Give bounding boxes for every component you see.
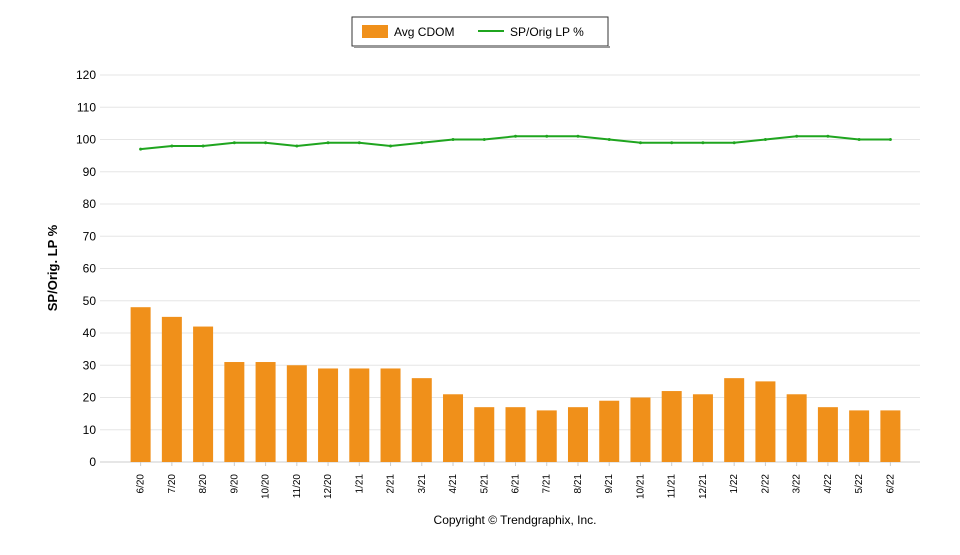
bar bbox=[286, 365, 307, 462]
point bbox=[357, 141, 361, 145]
y-tick-label: 80 bbox=[83, 197, 97, 211]
bar bbox=[724, 378, 745, 462]
legend-label: SP/Orig LP % bbox=[510, 25, 584, 39]
bar bbox=[630, 397, 651, 462]
bar bbox=[318, 368, 339, 462]
y-axis-label: SP/Orig. LP % bbox=[45, 224, 60, 311]
x-tick-label: 10/20 bbox=[261, 474, 272, 499]
x-tick-label: 6/21 bbox=[511, 474, 522, 494]
point bbox=[264, 141, 268, 145]
x-tick-label: 12/20 bbox=[323, 474, 334, 499]
y-tick-label: 10 bbox=[83, 423, 97, 437]
x-tick-label: 1/22 bbox=[729, 474, 740, 494]
legend-label: Avg CDOM bbox=[394, 25, 454, 39]
x-tick-label: 12/21 bbox=[698, 474, 709, 499]
bar bbox=[130, 307, 151, 462]
point bbox=[826, 134, 830, 138]
x-tick-label: 4/22 bbox=[823, 474, 834, 494]
x-tick-label: 8/21 bbox=[573, 474, 584, 494]
bar bbox=[786, 394, 807, 462]
point bbox=[888, 138, 892, 141]
x-tick-label: 7/21 bbox=[542, 474, 553, 494]
point bbox=[420, 141, 424, 145]
y-tick-label: 60 bbox=[83, 262, 97, 276]
bar bbox=[255, 362, 276, 462]
y-tick-label: 20 bbox=[83, 391, 97, 405]
point bbox=[763, 138, 767, 141]
bar bbox=[193, 326, 214, 462]
point bbox=[170, 144, 174, 148]
x-tick-label: 2/22 bbox=[760, 474, 771, 494]
point bbox=[389, 144, 393, 148]
point bbox=[607, 138, 611, 141]
point bbox=[295, 144, 299, 148]
bar bbox=[817, 407, 838, 462]
bar bbox=[692, 394, 713, 462]
y-tick-label: 30 bbox=[83, 358, 97, 372]
point bbox=[514, 134, 517, 138]
point bbox=[638, 141, 642, 145]
x-tick-label: 3/22 bbox=[792, 474, 803, 494]
y-tick-label: 50 bbox=[83, 294, 97, 308]
bar bbox=[536, 410, 557, 462]
y-tick-label: 70 bbox=[83, 229, 97, 243]
bar bbox=[505, 407, 526, 462]
y-tick-label: 40 bbox=[83, 326, 97, 340]
point bbox=[451, 138, 455, 141]
bar bbox=[380, 368, 401, 462]
point bbox=[545, 134, 549, 138]
x-tick-label: 2/21 bbox=[386, 474, 397, 494]
point bbox=[232, 141, 236, 145]
point bbox=[795, 134, 799, 138]
x-tick-label: 4/21 bbox=[448, 474, 459, 494]
line bbox=[140, 135, 891, 151]
footer: Copyright © Trendgraphix, Inc. bbox=[434, 513, 597, 527]
point bbox=[139, 147, 143, 151]
bar bbox=[880, 410, 901, 462]
legend-swatch bbox=[362, 25, 388, 38]
bar bbox=[411, 378, 432, 462]
y-tick-label: 90 bbox=[83, 165, 97, 179]
x-tick-label: 5/22 bbox=[854, 474, 865, 494]
point bbox=[857, 138, 861, 141]
point bbox=[670, 141, 674, 145]
bar bbox=[161, 316, 182, 462]
point bbox=[201, 144, 205, 148]
point bbox=[701, 141, 705, 145]
bar bbox=[224, 362, 245, 462]
y-tick-label: 100 bbox=[76, 133, 96, 147]
x-tick-label: 11/20 bbox=[292, 474, 303, 499]
x-tick-label: 3/21 bbox=[417, 474, 428, 494]
bar bbox=[474, 407, 495, 462]
bar bbox=[349, 368, 370, 462]
point bbox=[576, 134, 580, 138]
y-tick-label: 120 bbox=[76, 68, 96, 82]
point bbox=[326, 141, 330, 145]
x-tick-label: 5/21 bbox=[479, 474, 490, 494]
bar bbox=[849, 410, 870, 462]
bar bbox=[599, 400, 620, 462]
bar bbox=[567, 407, 588, 462]
y-tick-label: 110 bbox=[77, 100, 96, 114]
x-tick-label: 11/21 bbox=[667, 474, 678, 499]
x-tick-label: 1/21 bbox=[354, 474, 365, 494]
point bbox=[482, 138, 486, 141]
y-tick-label: 0 bbox=[89, 455, 96, 469]
x-tick-label: 6/20 bbox=[136, 474, 147, 494]
point bbox=[732, 141, 736, 145]
x-tick-label: 9/21 bbox=[604, 474, 615, 494]
bar bbox=[755, 381, 776, 462]
bar bbox=[661, 391, 682, 462]
x-tick-label: 10/21 bbox=[635, 474, 646, 499]
x-tick-label: 8/20 bbox=[198, 474, 209, 494]
x-tick-label: 9/20 bbox=[229, 474, 240, 494]
x-tick-label: 7/20 bbox=[167, 474, 178, 494]
x-tick-label: 6/22 bbox=[885, 474, 896, 494]
bar bbox=[443, 394, 464, 462]
